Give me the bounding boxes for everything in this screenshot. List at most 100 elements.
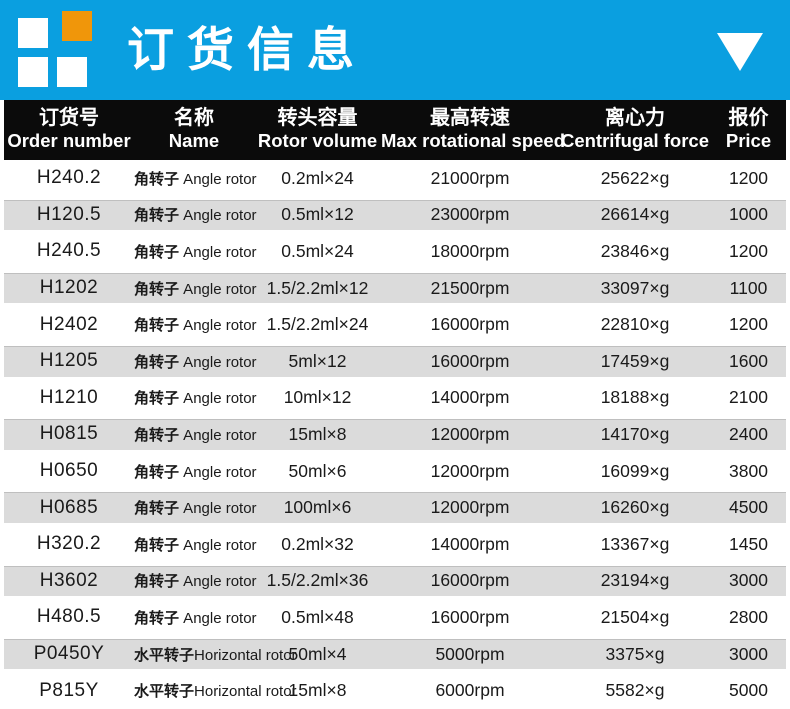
table-header: 订货号 Order number 名称 Name 转头容量 Rotor volu… xyxy=(4,100,786,160)
max-speed-cell: 14000rpm xyxy=(430,533,510,554)
price-cell: 1100 xyxy=(729,277,768,298)
price-cell: 4500 xyxy=(729,497,768,518)
column-header-cn: 转头容量 xyxy=(277,107,358,130)
name-cn: 角转子 xyxy=(134,536,180,554)
price-cell: 2100 xyxy=(729,387,768,408)
order-number-cell: H240.2 xyxy=(36,167,102,189)
centrifugal-force-cell: 26614×g xyxy=(600,204,670,225)
name-en: Angle rotor xyxy=(179,536,257,554)
max-speed-cell: 5000rpm xyxy=(435,643,505,664)
centrifugal-force-cell: 23194×g xyxy=(600,570,670,591)
order-number-cell: H0650 xyxy=(39,460,99,482)
rotor-volume-cell: 1.5/2.2ml×12 xyxy=(266,277,369,298)
max-speed-cell: 16000rpm xyxy=(430,314,510,335)
order-number-cell: H120.5 xyxy=(36,203,102,225)
column-header-en: Order number xyxy=(7,130,131,152)
rotor-volume-cell: 1.5/2.2ml×24 xyxy=(266,314,369,335)
name-cell: 角转子 Angle rotor xyxy=(134,424,257,445)
name-en: Angle rotor xyxy=(179,243,257,261)
rotor-volume-cell: 0.5ml×12 xyxy=(281,204,354,225)
table-row: H1202 角转子 Angle rotor 1.5/2.2ml×12 21500rpm… xyxy=(4,269,786,307)
centrifugal-force-cell: 22810×g xyxy=(600,314,670,335)
max-speed-cell: 12000rpm xyxy=(430,497,510,518)
table-row: H120.5 角转子 Angle rotor 0.5ml×12 23000rpm 266… xyxy=(4,196,786,234)
price-cell: 2800 xyxy=(729,606,768,627)
name-cell: 水平转子Horizontal rotor xyxy=(134,680,297,701)
price-cell: 3800 xyxy=(729,460,768,481)
column-header-max-speed: 最高转速 Max rotational speed xyxy=(381,107,565,152)
rotor-volume-cell: 100ml×6 xyxy=(283,497,352,518)
name-cn: 角转子 xyxy=(134,243,180,261)
name-en: Angle rotor xyxy=(179,353,257,371)
centrifugal-force-cell: 13367×g xyxy=(600,533,670,554)
name-en: Angle rotor xyxy=(179,573,257,591)
column-header-name: 名称 Name xyxy=(134,107,254,152)
centrifugal-force-cell: 18188×g xyxy=(600,387,670,408)
price-cell: 1000 xyxy=(729,204,768,225)
table-row: H1205 角转子 Angle rotor 5ml×12 16000rpm 17459×… xyxy=(4,342,786,380)
name-cn: 角转子 xyxy=(134,207,180,225)
name-cn: 角转子 xyxy=(134,426,180,444)
price-cell: 5000 xyxy=(729,680,768,701)
triangle-down-icon[interactable] xyxy=(717,33,763,71)
max-speed-cell: 21000rpm xyxy=(430,167,510,188)
name-en: Angle rotor xyxy=(179,317,257,335)
column-header-rotor-volume: 转头容量 Rotor volume xyxy=(254,107,381,152)
centrifugal-force-cell: 16099×g xyxy=(600,460,670,481)
order-number-cell: P0450Y xyxy=(33,643,105,665)
rotor-volume-cell: 50ml×4 xyxy=(288,643,347,664)
order-number-cell: H0815 xyxy=(39,423,99,445)
name-en: Angle rotor xyxy=(179,390,257,408)
name-en: Horizontal rotor xyxy=(194,683,297,701)
column-header-cn: 报价 xyxy=(728,107,769,130)
order-number-cell: H480.5 xyxy=(36,606,102,628)
logo-square-bottom-left xyxy=(18,57,48,87)
column-header-cn: 名称 xyxy=(174,107,214,130)
name-cn: 水平转子 xyxy=(134,646,195,664)
rotor-volume-cell: 0.5ml×48 xyxy=(281,606,354,627)
column-header-price: 报价 Price xyxy=(711,107,786,152)
rotor-volume-cell: 10ml×12 xyxy=(283,387,352,408)
rotor-volume-cell: 5ml×12 xyxy=(288,350,347,371)
table-row: H0685 角转子 Angle rotor 100ml×6 12000rpm 16260… xyxy=(4,489,786,526)
table-row: P0450Y 水平转子Horizontal rotor 50ml×4 5000rpm 3… xyxy=(4,635,786,673)
column-header-cn: 最高转速 xyxy=(430,107,510,130)
name-en: Angle rotor xyxy=(179,280,257,298)
name-cell: 角转子 Angle rotor xyxy=(134,278,257,299)
table-row: H3602 角转子 Angle rotor 1.5/2.2ml×36 16000rpm… xyxy=(4,562,786,600)
order-number-cell: H1202 xyxy=(39,277,99,299)
centrifugal-force-cell: 21504×g xyxy=(600,606,670,627)
max-speed-cell: 23000rpm xyxy=(430,204,510,225)
name-cn: 角转子 xyxy=(134,500,180,518)
name-cn: 角转子 xyxy=(134,463,180,481)
name-cell: 角转子 Angle rotor xyxy=(134,351,257,372)
column-header-cn: 离心力 xyxy=(605,107,665,130)
rotor-volume-cell: 0.2ml×24 xyxy=(281,167,354,188)
price-cell: 1200 xyxy=(729,167,768,188)
name-cell: 角转子 Angle rotor xyxy=(134,570,257,591)
name-cell: 角转子 Angle rotor xyxy=(134,387,257,408)
table-row: H480.5 角转子 Angle rotor 0.5ml×48 16000rpm 215… xyxy=(4,599,786,636)
name-cn: 角转子 xyxy=(134,317,180,335)
column-header-order-number: 订货号 Order number xyxy=(4,107,134,152)
max-speed-cell: 14000rpm xyxy=(430,387,510,408)
name-en: Horizontal rotor xyxy=(194,646,297,664)
price-cell: 2400 xyxy=(729,423,768,444)
page-title: 订货信息 xyxy=(127,23,367,76)
max-speed-cell: 21500rpm xyxy=(430,277,510,298)
table-row: H320.2 角转子 Angle rotor 0.2ml×32 14000rpm 133… xyxy=(4,525,786,563)
name-cn: 角转子 xyxy=(134,609,180,627)
rotor-volume-cell: 0.5ml×24 xyxy=(281,240,354,261)
max-speed-cell: 16000rpm xyxy=(430,350,510,371)
centrifugal-force-cell: 3375×g xyxy=(605,643,665,664)
name-cn: 角转子 xyxy=(134,353,180,371)
name-en: Angle rotor xyxy=(179,500,257,518)
table-row: H2402 角转子 Angle rotor 1.5/2.2ml×24 16000rpm… xyxy=(4,306,786,343)
column-header-centrifugal-force: 离心力 Centrifugal force xyxy=(559,107,711,152)
max-speed-cell: 18000rpm xyxy=(430,240,510,261)
centrifugal-force-cell: 16260×g xyxy=(600,497,670,518)
max-speed-cell: 12000rpm xyxy=(430,460,510,481)
rotor-volume-cell: 1.5/2.2ml×36 xyxy=(266,570,369,591)
column-header-en: Rotor volume xyxy=(257,130,378,152)
